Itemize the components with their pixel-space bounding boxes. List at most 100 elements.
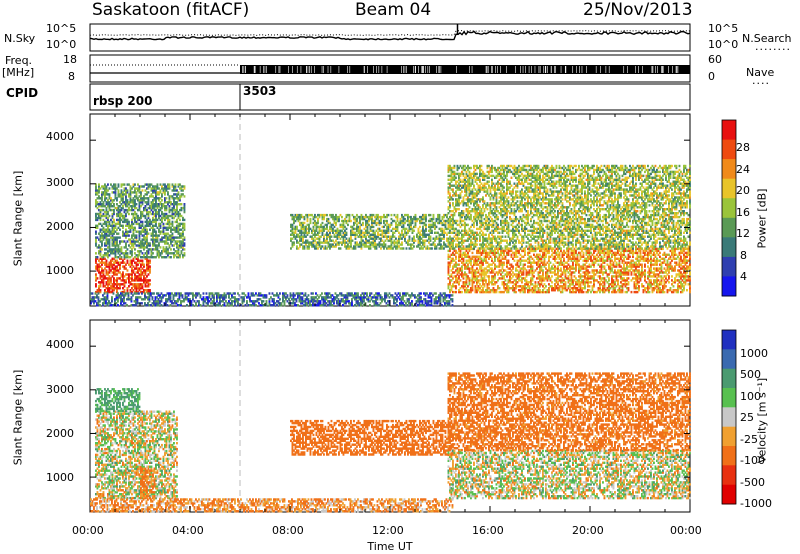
heatmap-cell xyxy=(107,210,109,214)
heatmap-cell xyxy=(104,290,106,294)
heatmap-cell xyxy=(122,275,124,278)
heatmap-cell xyxy=(123,257,126,260)
freq-tick-top: 18 xyxy=(63,53,77,66)
heatmap-cell xyxy=(141,259,144,262)
heatmap-cell xyxy=(345,231,348,234)
heatmap-cell xyxy=(111,187,114,190)
heatmap-cell xyxy=(114,259,117,262)
heatmap-cell xyxy=(104,277,106,280)
heatmap-cell xyxy=(117,222,120,226)
heatmap-cell xyxy=(138,269,141,272)
heatmap-cell xyxy=(104,197,106,200)
heatmap-cell xyxy=(125,250,127,253)
heatmap-cell xyxy=(96,224,99,227)
heatmap-cell xyxy=(560,267,562,270)
heatmap-cell xyxy=(96,193,99,196)
heatmap-cell xyxy=(105,185,108,188)
heatmap-cell xyxy=(128,238,130,241)
heatmap-cell xyxy=(122,201,124,204)
heatmap-cell xyxy=(99,283,102,286)
heatmap-cell xyxy=(108,222,111,226)
heatmap-cell xyxy=(140,259,142,262)
nave-tick-top: 60 xyxy=(708,53,722,66)
heatmap-cell xyxy=(108,230,111,233)
heatmap-cell xyxy=(129,289,132,292)
heatmap-cell xyxy=(321,221,324,225)
heatmap-cell xyxy=(135,285,138,288)
heatmap-cell xyxy=(102,277,105,280)
heatmap-cell xyxy=(140,273,142,276)
heatmap-cell xyxy=(135,271,138,274)
heatmap-cell xyxy=(134,290,136,294)
heatmap-cell xyxy=(117,269,120,272)
heatmap-cell xyxy=(140,265,142,268)
heatmap-cell xyxy=(110,250,112,253)
heatmap-cell xyxy=(126,304,128,307)
heatmap-cell xyxy=(120,189,123,192)
heatmap-cell xyxy=(104,183,106,186)
heatmap-cell xyxy=(108,244,111,247)
heatmap-cell xyxy=(99,212,102,216)
heatmap-cell xyxy=(95,191,97,194)
heatmap-cell xyxy=(101,214,103,218)
heatmap-cell xyxy=(108,261,111,264)
heatmap-cell xyxy=(122,191,124,194)
heatmap-cell xyxy=(104,220,106,224)
heatmap-cell xyxy=(168,218,171,222)
heatmap-cell xyxy=(451,304,454,307)
heatmap-cell xyxy=(113,281,115,284)
heatmap-cell xyxy=(128,193,130,196)
heatmap-cell xyxy=(111,259,114,262)
heatmap-cell xyxy=(96,289,99,292)
heatmap-cell xyxy=(120,275,123,278)
heatmap-cell xyxy=(119,267,121,270)
heatmap-cell xyxy=(108,220,111,224)
heatmap-cell xyxy=(113,248,115,251)
heatmap-cell xyxy=(135,279,138,282)
heatmap-cell xyxy=(101,256,103,259)
heatmap-cell xyxy=(104,289,106,292)
heatmap-cell xyxy=(107,240,109,243)
heatmap-cell xyxy=(98,289,100,292)
heatmap-cell xyxy=(111,199,114,202)
heatmap-cell xyxy=(129,224,132,227)
heatmap-cell xyxy=(135,263,138,266)
noise-panel-frame xyxy=(89,23,691,52)
heatmap-cell xyxy=(114,197,117,200)
heatmap-cell xyxy=(108,214,111,218)
heatmap-cell xyxy=(114,271,117,274)
heatmap-cell xyxy=(98,216,100,220)
heatmap-cell xyxy=(128,222,130,226)
heatmap-cell xyxy=(105,254,108,257)
heatmap-cell xyxy=(132,269,135,272)
heatmap-cell xyxy=(129,290,132,294)
heatmap-cell xyxy=(105,287,108,290)
heatmap-cell xyxy=(129,250,132,253)
heatmap-cell xyxy=(180,203,183,206)
heatmap-cell xyxy=(451,298,454,301)
heatmap-cell xyxy=(146,275,148,278)
heatmap-cell xyxy=(125,191,127,194)
heatmap-cell xyxy=(119,195,121,198)
heatmap-cell xyxy=(101,205,103,208)
heatmap-cell xyxy=(105,220,108,224)
heatmap-cell xyxy=(104,244,106,247)
heatmap-cell xyxy=(432,213,435,217)
heatmap-cell xyxy=(116,232,118,235)
heatmap-cell xyxy=(111,242,114,245)
heatmap-cell xyxy=(125,254,127,257)
heatmap-cell xyxy=(104,187,106,190)
heatmap-cell xyxy=(102,273,105,276)
heatmap-cell xyxy=(131,275,133,278)
heatmap-cell xyxy=(111,244,114,247)
heatmap-cell xyxy=(105,261,108,264)
heatmap-cell xyxy=(137,279,139,282)
heatmap-cell xyxy=(104,254,106,257)
power-cb-tick-4: 4 xyxy=(740,270,747,283)
heatmap-cell xyxy=(128,208,130,212)
heatmap-cell xyxy=(98,265,100,268)
heatmap-cell xyxy=(116,214,118,218)
heatmap-cell xyxy=(512,265,514,268)
heatmap-cell xyxy=(105,216,108,220)
heatmap-cell xyxy=(114,240,117,243)
